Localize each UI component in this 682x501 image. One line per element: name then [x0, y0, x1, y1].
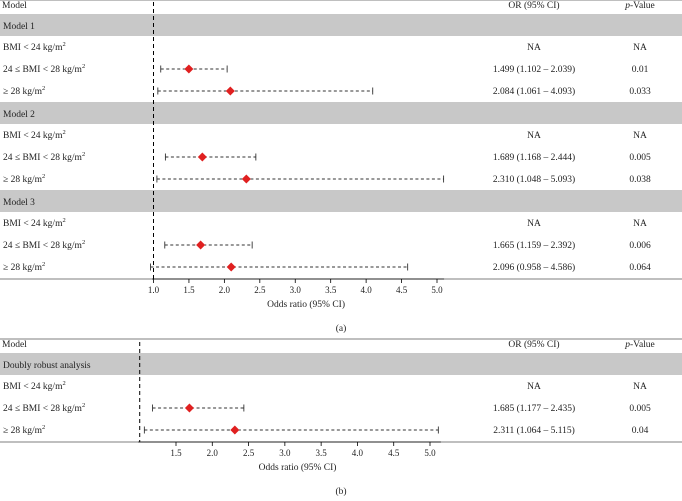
row-label: BMI < 24 kg/m2 [3, 129, 66, 141]
p-value-text: 0.005 [629, 153, 651, 163]
p-value-text: 0.006 [629, 241, 651, 251]
group-band [0, 353, 682, 375]
or-point [196, 240, 206, 250]
or-point [241, 174, 251, 184]
or-point [226, 262, 236, 272]
x-tick-label: 2.0 [207, 448, 219, 458]
row-label: BMI < 24 kg/m2 [3, 217, 66, 229]
header-or-label: OR (95% CI) [508, 339, 559, 350]
x-tick-label: 2.0 [219, 285, 231, 295]
x-tick-label: 5.0 [431, 285, 443, 295]
or-ci-text: 1.689 (1.168 – 2.444) [493, 152, 575, 163]
header-pvalue-label: p-Value [624, 1, 655, 11]
x-tick-label: 4.5 [396, 285, 408, 295]
x-tick-label: 1.0 [148, 285, 160, 295]
or-ci-text: NA [527, 131, 541, 141]
row-label: 24 ≤ BMI < 28 kg/m2 [3, 63, 85, 75]
x-tick-label: 3.0 [290, 285, 302, 295]
row-label: ≥ 28 kg/m2 [3, 261, 45, 273]
or-ci-text: NA [527, 219, 541, 229]
row-label: 24 ≤ BMI < 28 kg/m2 [3, 151, 85, 163]
p-value-text: NA [633, 43, 647, 53]
x-tick-label: 2.5 [254, 285, 266, 295]
or-point [197, 152, 207, 162]
header-or-label: OR (95% CI) [508, 0, 559, 11]
x-tick-label: 5.0 [424, 448, 436, 458]
panel-label: (b) [335, 486, 346, 497]
group-band [0, 14, 682, 36]
row-label: 24 ≤ BMI < 28 kg/m2 [3, 239, 85, 251]
header-model-label: Model [2, 1, 27, 11]
x-axis-title: Odds ratio (95% CI) [267, 299, 345, 310]
or-ci-text: 2.310 (1.048 – 5.093) [493, 174, 575, 185]
x-tick-label: 4.0 [352, 448, 364, 458]
row-label: BMI < 24 kg/m2 [3, 380, 66, 392]
or-ci-text: NA [527, 382, 541, 392]
x-tick-label: 3.5 [325, 285, 337, 295]
or-ci-text: 2.084 (1.061 – 4.093) [493, 86, 575, 97]
or-ci-text: 1.665 (1.159 – 2.392) [493, 240, 575, 251]
p-value-text: NA [633, 219, 647, 229]
or-ci-text: 1.499 (1.102 – 2.039) [493, 64, 575, 75]
row-label: ≥ 28 kg/m2 [3, 424, 45, 436]
x-axis-title: Odds ratio (95% CI) [259, 462, 337, 473]
x-tick-label: 3.5 [316, 448, 328, 458]
header-model-label: Model [2, 340, 27, 350]
x-tick-label: 2.5 [243, 448, 255, 458]
or-point [184, 403, 194, 413]
row-label: ≥ 28 kg/m2 [3, 173, 45, 185]
x-tick-label: 1.5 [183, 285, 195, 295]
group-band [0, 190, 682, 212]
or-point [230, 425, 240, 435]
row-label: 24 ≤ BMI < 28 kg/m2 [3, 402, 85, 414]
p-value-text: 0.038 [629, 175, 651, 185]
or-point [184, 64, 194, 74]
row-label: ≥ 28 kg/m2 [3, 85, 45, 97]
x-tick-label: 4.5 [388, 448, 400, 458]
header-pvalue-label: p-Value [624, 340, 655, 350]
or-ci-text: 1.685 (1.177 – 2.435) [493, 403, 575, 414]
p-value-text: NA [633, 382, 647, 392]
panel-label: (a) [336, 323, 347, 334]
or-point [225, 86, 235, 96]
group-band [0, 102, 682, 124]
group-label: Model 2 [3, 110, 35, 120]
row-label: BMI < 24 kg/m2 [3, 41, 66, 53]
p-value-text: 0.033 [629, 87, 651, 97]
x-tick-label: 3.0 [279, 448, 291, 458]
or-ci-text: 2.096 (0.958 – 4.586) [493, 262, 575, 273]
p-value-text: 0.04 [632, 426, 649, 436]
p-value-text: 0.005 [629, 404, 651, 414]
or-ci-text: 2.311 (1.064 – 5.115) [493, 425, 575, 436]
p-value-text: 0.064 [629, 263, 651, 273]
x-tick-label: 1.5 [170, 448, 182, 458]
group-label: Model 1 [3, 22, 35, 32]
x-tick-label: 4.0 [361, 285, 373, 295]
group-label: Doubly robust analysis [3, 361, 91, 371]
p-value-text: 0.01 [632, 65, 649, 75]
or-ci-text: NA [527, 43, 541, 53]
p-value-text: NA [633, 131, 647, 141]
group-label: Model 3 [3, 198, 35, 208]
